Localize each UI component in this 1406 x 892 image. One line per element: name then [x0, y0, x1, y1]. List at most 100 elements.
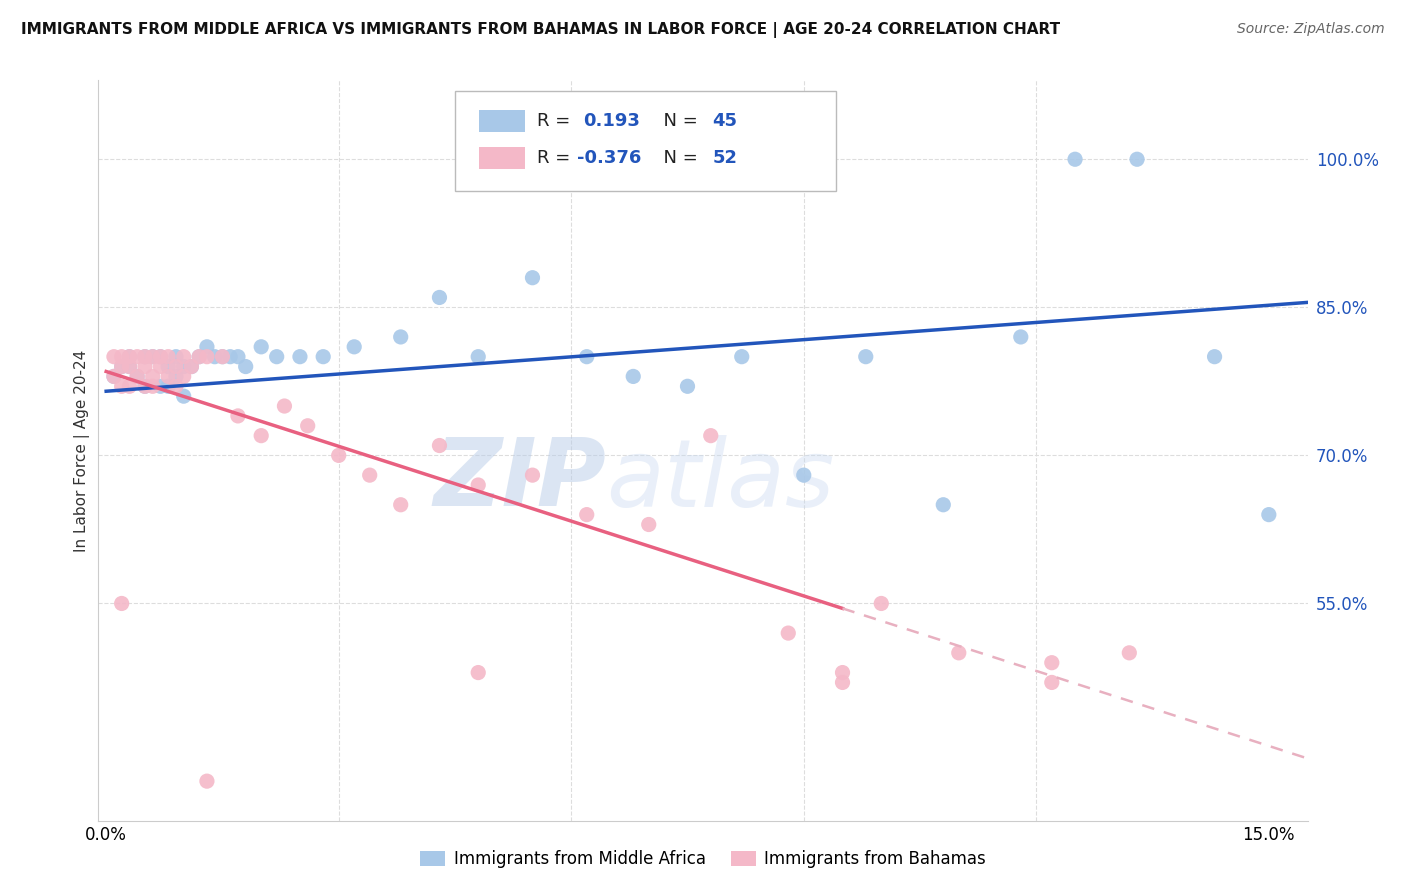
Text: R =: R = [537, 112, 582, 130]
Point [467, 478, 489, 492]
Point [173, 369, 195, 384]
Point [1204, 350, 1226, 364]
Y-axis label: In Labor Force | Age 20-24: In Labor Force | Age 20-24 [75, 350, 90, 551]
Point [165, 379, 187, 393]
Point [103, 369, 125, 384]
Point [855, 350, 877, 364]
Point [288, 350, 311, 364]
Point [235, 359, 257, 374]
Point [149, 350, 172, 364]
Point [142, 350, 165, 364]
Point [522, 270, 544, 285]
Point [250, 340, 273, 354]
Text: -0.376: -0.376 [578, 149, 641, 167]
Point [173, 389, 195, 403]
Point [111, 359, 134, 374]
Point [870, 597, 893, 611]
Point [219, 350, 242, 364]
Point [467, 350, 489, 364]
Point [700, 428, 723, 442]
Point [831, 675, 853, 690]
Point [142, 369, 165, 384]
Point [195, 350, 218, 364]
Point [831, 665, 853, 680]
Point [429, 438, 451, 452]
Point [250, 428, 273, 442]
Text: R =: R = [537, 149, 576, 167]
Point [1126, 153, 1149, 167]
Text: IMMIGRANTS FROM MIDDLE AFRICA VS IMMIGRANTS FROM BAHAMAS IN LABOR FORCE | AGE 20: IMMIGRANTS FROM MIDDLE AFRICA VS IMMIGRA… [21, 22, 1060, 38]
Text: N =: N = [652, 149, 704, 167]
Point [142, 379, 165, 393]
Point [118, 359, 141, 374]
Point [103, 350, 125, 364]
Point [111, 379, 134, 393]
Point [522, 468, 544, 483]
Point [359, 468, 381, 483]
Point [793, 468, 815, 483]
Point [103, 369, 125, 384]
Point [149, 359, 172, 374]
Point [149, 350, 172, 364]
Point [127, 350, 149, 364]
Point [195, 340, 218, 354]
Point [467, 665, 489, 680]
Point [165, 369, 187, 384]
Point [389, 498, 412, 512]
Text: N =: N = [652, 112, 704, 130]
Point [204, 350, 226, 364]
Point [134, 379, 156, 393]
Text: 45: 45 [713, 112, 738, 130]
Point [142, 350, 165, 364]
Text: ZIP: ZIP [433, 434, 606, 526]
Text: 0.193: 0.193 [583, 112, 640, 130]
Point [188, 350, 211, 364]
FancyBboxPatch shape [479, 147, 526, 169]
Point [173, 350, 195, 364]
Legend: Immigrants from Middle Africa, Immigrants from Bahamas: Immigrants from Middle Africa, Immigrant… [413, 844, 993, 875]
Point [173, 359, 195, 374]
FancyBboxPatch shape [456, 91, 837, 191]
Point [180, 359, 202, 374]
Point [165, 350, 187, 364]
Point [157, 369, 180, 384]
Point [429, 290, 451, 304]
Point [637, 517, 659, 532]
Point [134, 350, 156, 364]
Point [118, 350, 141, 364]
Point [118, 379, 141, 393]
Point [948, 646, 970, 660]
Point [134, 350, 156, 364]
Point [226, 409, 249, 423]
Point [266, 350, 288, 364]
Point [157, 350, 180, 364]
Point [195, 774, 218, 789]
Point [1040, 656, 1063, 670]
Point [297, 418, 319, 433]
Point [211, 350, 233, 364]
Point [312, 350, 335, 364]
Point [676, 379, 699, 393]
Point [1064, 153, 1087, 167]
Point [149, 379, 172, 393]
Point [118, 359, 141, 374]
Point [328, 449, 350, 463]
Point [157, 379, 180, 393]
Point [1118, 646, 1140, 660]
Point [1010, 330, 1032, 344]
Text: 52: 52 [713, 149, 738, 167]
Point [118, 350, 141, 364]
Point [273, 399, 295, 413]
Point [211, 350, 233, 364]
Point [1040, 675, 1063, 690]
Point [389, 330, 412, 344]
Point [932, 498, 955, 512]
Text: atlas: atlas [606, 434, 835, 525]
Point [134, 379, 156, 393]
Point [111, 350, 134, 364]
Point [134, 359, 156, 374]
Point [188, 350, 211, 364]
Point [111, 597, 134, 611]
Point [127, 369, 149, 384]
Point [575, 350, 598, 364]
